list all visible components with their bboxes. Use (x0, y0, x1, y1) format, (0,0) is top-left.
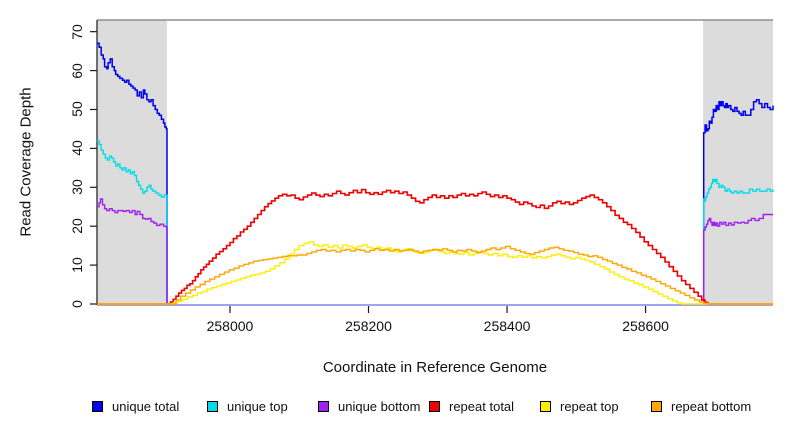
legend-item-repeat-total: repeat total (429, 400, 514, 413)
y-tick-label-10: 10 (69, 257, 85, 273)
series-unique-top-seg1 (703, 178, 774, 305)
shaded-region-1 (703, 20, 773, 304)
y-tick-label-0: 0 (69, 300, 85, 308)
y-axis-title: Read Coverage Depth (17, 87, 35, 237)
legend-swatch-unique-total (92, 401, 103, 412)
series-repeat-total (97, 188, 773, 305)
series-unique-top-seg0 (97, 139, 168, 304)
legend-label: unique bottom (338, 399, 421, 414)
y-tick-label-40: 40 (69, 140, 85, 157)
legend-item-unique-total: unique total (92, 400, 179, 413)
x-tick-label-258200: 258200 (345, 318, 392, 334)
legend-item-unique-bottom: unique bottom (318, 400, 420, 413)
legend-swatch-repeat-bottom (651, 401, 662, 412)
legend-item-repeat-top: repeat top (540, 400, 619, 413)
y-tick-label-60: 60 (69, 62, 85, 79)
y-tick-label-20: 20 (69, 218, 85, 234)
x-axis-title: Coordinate in Reference Genome (322, 359, 548, 376)
legend-label: unique total (112, 399, 180, 414)
series-repeat-bottom (97, 245, 773, 305)
legend-label: repeat top (560, 399, 619, 414)
series-unique-bottom-seg1 (703, 213, 773, 305)
series-repeat-top (97, 241, 773, 305)
legend-item-unique-top: unique top (207, 400, 288, 413)
series-unique-total-seg1 (702, 99, 774, 305)
legend-swatch-repeat-top (540, 401, 551, 412)
legend-swatch-unique-bottom (318, 401, 329, 412)
x-tick-label-258000: 258000 (206, 318, 254, 334)
y-tick-label-30: 30 (69, 179, 85, 196)
x-tick-label-258600: 258600 (622, 318, 669, 334)
y-tick-label-50: 50 (69, 101, 85, 118)
legend-label: repeat total (449, 399, 515, 414)
series-unique-bottom-seg0 (97, 198, 168, 304)
legend-item-repeat-bottom: repeat bottom (651, 400, 751, 413)
legend-label: unique top (227, 399, 288, 414)
legend-label: repeat bottom (671, 399, 752, 414)
x-tick-label-258400: 258400 (483, 318, 531, 334)
legend-swatch-unique-top (207, 401, 218, 412)
series-unique-total-seg0 (97, 42, 168, 304)
legend-swatch-repeat-total (429, 401, 440, 412)
y-tick-label-70: 70 (69, 23, 85, 40)
